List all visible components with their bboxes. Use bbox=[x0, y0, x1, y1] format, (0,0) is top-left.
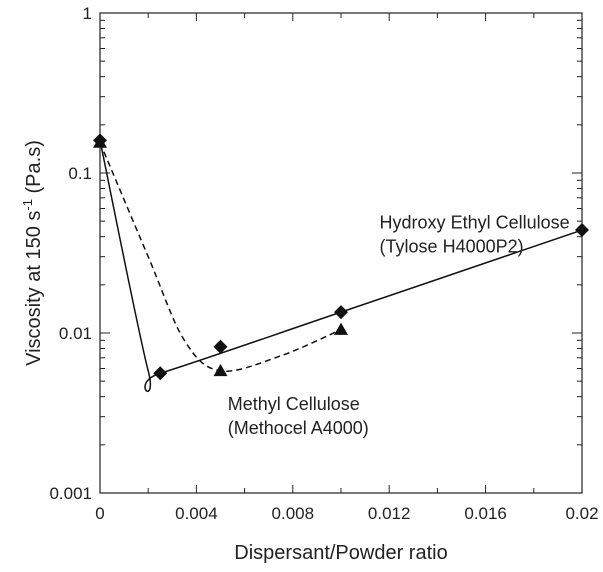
y-axis-ticks: 0.001 0.01 0.1 1 bbox=[49, 4, 582, 503]
diamond-marker bbox=[334, 305, 348, 320]
x-axis-ticks: 0 0.004 0.008 0.012 0.016 0.02 bbox=[95, 13, 599, 523]
x-tick-label: 0.012 bbox=[368, 504, 411, 523]
annotation-line: Methyl Cellulose bbox=[228, 394, 360, 414]
data-markers bbox=[93, 133, 589, 381]
series-line-2 bbox=[99, 142, 342, 372]
x-tick-label: 0 bbox=[95, 504, 104, 523]
y-axis-title-prefix: Viscosity at 150 s bbox=[23, 211, 45, 366]
annotation-2: Methyl Cellulose (Methocel A4000) bbox=[228, 394, 369, 438]
y-tick-label: 1 bbox=[83, 4, 92, 23]
x-tick-label: 0.008 bbox=[272, 504, 315, 523]
annotations: Hydroxy Ethyl Cellulose (Tylose H4000P2) M… bbox=[228, 212, 570, 438]
triangle-marker bbox=[213, 363, 228, 377]
y-axis-title-superscript: -1 bbox=[20, 199, 35, 211]
diamond-marker bbox=[575, 223, 589, 238]
triangle-marker bbox=[93, 135, 107, 148]
series-line-1 bbox=[99, 140, 583, 392]
x-tick-label: 0.004 bbox=[175, 504, 218, 523]
y-axis-title-suffix: (Pa.s) bbox=[23, 140, 45, 199]
annotation-line: (Tylose H4000P2) bbox=[380, 236, 524, 256]
annotation-1: Hydroxy Ethyl Cellulose (Tylose H4000P2) bbox=[380, 212, 570, 256]
y-tick-label: 0.01 bbox=[59, 324, 92, 343]
x-tick-label: 0.016 bbox=[464, 504, 507, 523]
y-tick-label: 0.001 bbox=[49, 484, 92, 503]
triangle-marker bbox=[334, 322, 348, 335]
annotation-line: Hydroxy Ethyl Cellulose bbox=[380, 212, 570, 232]
diamond-marker bbox=[213, 339, 228, 354]
y-axis-title: Viscosity at 150 s-1 (Pa.s) bbox=[20, 140, 45, 366]
y-tick-label: 0.1 bbox=[68, 164, 92, 183]
x-tick-label: 0.02 bbox=[565, 504, 598, 523]
diamond-marker bbox=[153, 366, 168, 381]
series-lines bbox=[99, 140, 583, 392]
x-axis-title: Dispersant/Powder ratio bbox=[234, 542, 447, 564]
annotation-line: (Methocel A4000) bbox=[228, 418, 369, 438]
